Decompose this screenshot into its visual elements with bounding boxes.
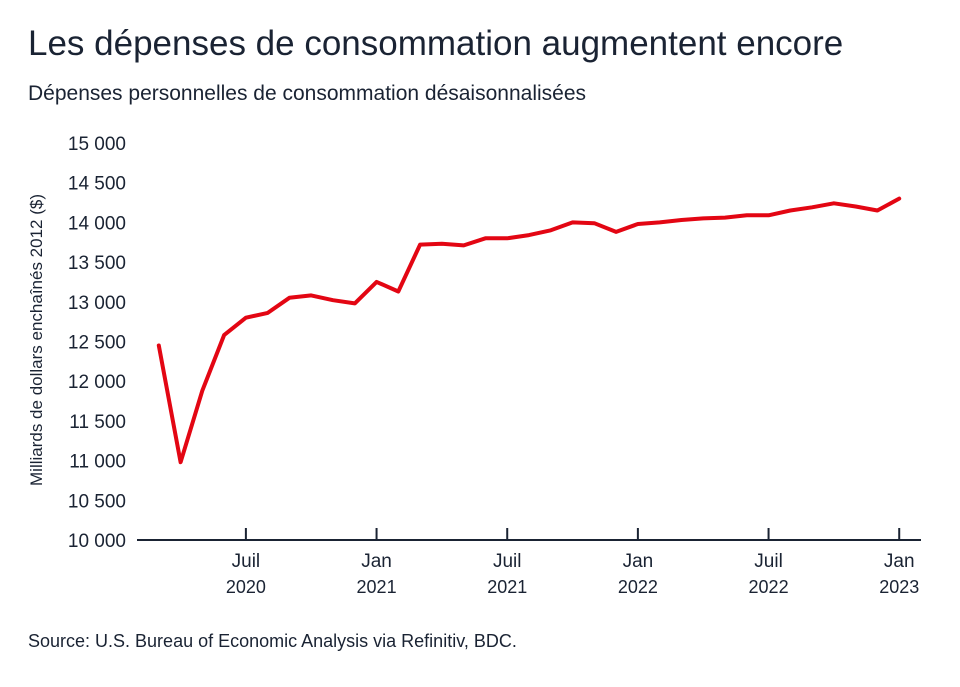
x-tick-label-month: Jan	[884, 551, 915, 572]
x-tick-label-month: Jan	[623, 551, 654, 572]
x-tick-label-year: 2021	[357, 577, 397, 597]
y-axis-ticks: 10 000 10 500 11 000 11 500 12 000 12 500 13 0…	[68, 134, 126, 552]
y-tick-label: 10 500	[68, 491, 126, 512]
x-tick-label-year: 2020	[226, 577, 266, 597]
series-line	[156, 196, 902, 465]
x-tick-label-month: Juil	[232, 551, 261, 572]
y-tick-label: 13 500	[68, 253, 126, 274]
x-tick-label-year: 2022	[749, 577, 789, 597]
y-tick-label: 11 500	[69, 412, 126, 433]
chart-title: Les dépenses de consommation augmentent …	[28, 24, 844, 63]
x-tick-label-month: Jan	[361, 551, 392, 572]
x-tick-label-year: 2023	[879, 577, 919, 597]
x-tick-label-month: Juil	[754, 551, 783, 572]
y-tick-label: 14 000	[68, 213, 126, 234]
y-tick-label: 15 000	[68, 134, 126, 155]
y-axis-label: Milliards de dollars enchaînés 2012 ($)	[27, 194, 46, 486]
x-tick-label-year: 2021	[487, 577, 527, 597]
y-tick-label: 12 000	[68, 372, 126, 393]
y-tick-label: 12 500	[68, 333, 126, 354]
y-tick-label: 11 000	[69, 452, 126, 473]
y-tick-label: 13 000	[68, 293, 126, 314]
source-note: Source: U.S. Bureau of Economic Analysis…	[28, 631, 517, 651]
x-tick-label-year: 2022	[618, 577, 658, 597]
x-axis-ticks: Juil 2020 Jan 2021 Juil 2021 Jan 2022 Juil 2022 Ja…	[226, 528, 919, 597]
y-tick-label: 10 000	[68, 531, 126, 552]
chart-subtitle: Dépenses personnelles de consommation dé…	[28, 82, 587, 105]
x-tick-label-month: Juil	[493, 551, 522, 572]
y-tick-label: 14 500	[68, 174, 126, 195]
